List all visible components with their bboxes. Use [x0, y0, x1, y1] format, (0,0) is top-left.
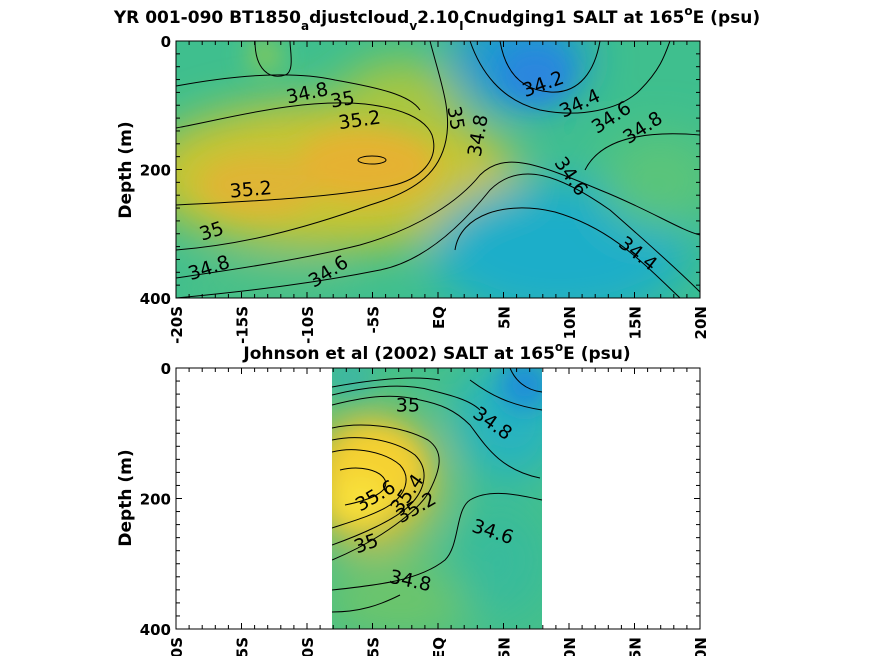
bottom-contours [332, 368, 542, 613]
x-tick-label: EQ [430, 637, 448, 656]
contour-label: 35 [442, 104, 468, 132]
contour-label: 35 [329, 87, 357, 113]
x-tick-label: 15N [627, 306, 645, 339]
x-tick-label: -15S [234, 306, 252, 344]
x-tick-label: -15S [234, 637, 252, 656]
x-tick-label: -10S [299, 637, 317, 656]
x-tick-label: 20N [692, 306, 710, 339]
x-tick-label: 15N [627, 637, 645, 656]
bottom-x-axis: -20S -15S -10S -5S EQ 5N 10N 15N 20N [168, 368, 710, 656]
contour-label: 35.2 [229, 177, 273, 203]
top-x-axis: -20S -15S -10S -5S EQ 5N 10N 15N 20N [168, 41, 710, 344]
y-tick-label: 200 [140, 491, 171, 509]
bottom-y-axis: 0 200 400 [140, 360, 700, 639]
y-tick-label: 0 [161, 360, 171, 378]
y-tick-label: 0 [161, 33, 171, 51]
x-tick-label: 10N [561, 306, 579, 339]
x-tick-label: -20S [168, 637, 186, 656]
x-tick-label: -10S [299, 306, 317, 344]
x-tick-label: -5S [365, 306, 383, 333]
bottom-panel-title: Johnson et al (2002) SALT at 165oE (psu) [242, 340, 630, 364]
x-tick-label: 10N [561, 637, 579, 656]
y-tick-label: 400 [140, 290, 171, 308]
top-contours [176, 41, 700, 298]
contour-label: 35 [396, 395, 420, 417]
bottom-heatmap [332, 368, 542, 629]
top-y-axis: 0 200 400 [140, 33, 700, 308]
top-heatmap [176, 41, 700, 298]
y-tick-label: 200 [140, 162, 171, 180]
x-tick-label: -5S [365, 637, 383, 656]
x-tick-label: 20N [692, 637, 710, 656]
top-panel-title: YR 001-090 BT1850adjustcloudv2.10ICnudgi… [113, 4, 760, 33]
x-tick-label: EQ [430, 306, 448, 329]
x-tick-label: 5N [496, 306, 514, 329]
x-tick-label: -20S [168, 306, 186, 344]
bottom-y-axis-label: Depth (m) [116, 449, 136, 546]
x-tick-label: 5N [496, 637, 514, 656]
y-tick-label: 400 [140, 621, 171, 639]
top-y-axis-label: Depth (m) [116, 121, 136, 218]
